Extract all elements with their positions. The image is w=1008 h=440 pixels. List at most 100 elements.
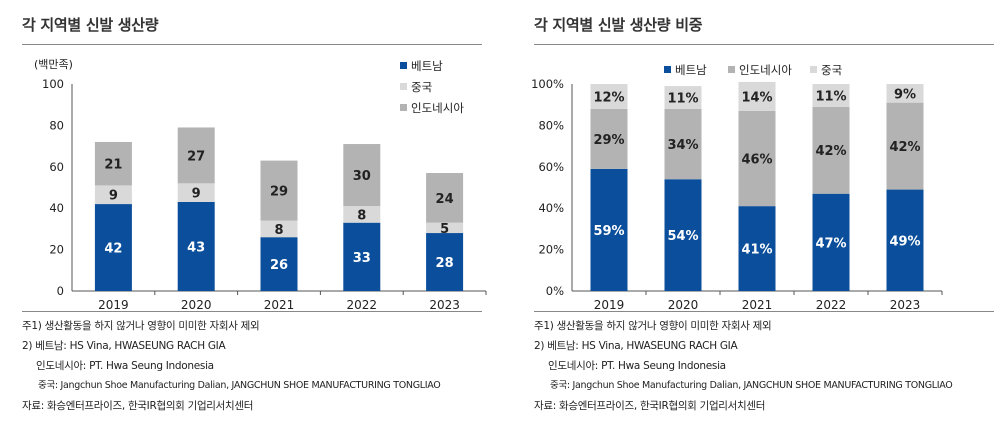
legend-swatch [664,66,671,73]
legend-label: 베트남 [675,63,707,77]
bar-segment [738,206,776,291]
bar-segment [94,141,132,186]
left-bottom-rule [22,311,482,312]
bar-segment [177,201,215,291]
bar-segment [343,222,381,291]
bar-segment [343,144,381,207]
data-label: 27 [187,149,205,164]
data-label: 21 [104,158,122,173]
x-tick-label: 2021 [264,298,295,312]
note-line-4: 중국: Jangchun Shoe Manufacturing Dalian, … [38,380,441,391]
note-line-3: 인도네시아: PT. Hwa Seung Indonesia [548,360,726,372]
data-label: 26 [270,258,288,273]
data-label: 43 [187,240,205,255]
y-tick-label: 20 [49,243,64,257]
data-label: 47% [815,236,846,251]
bar-segment [812,106,850,194]
data-label: 28 [436,256,454,271]
note-line-5: 자료: 화승엔터프라이즈, 한국IR협의회 기업리서치센터 [534,400,766,412]
data-label: 42 [104,242,122,257]
legend-label: 인도네시아 [739,63,792,77]
bar-segment [664,179,702,291]
left-stacked-bar-chart: 0 20 40 60 80 100 42 9 21 2019 43 9 27 2020 26 8 29 2021 3… [34,58,487,312]
data-label: 54% [667,229,698,244]
bar-segment [94,204,132,291]
y-tick-label: 20% [538,243,564,257]
bar-segment [426,173,464,223]
right-chart-panel: 각 지역별 신발 생산량 비중 0% 20% 40% 60% 80% 100% 59% 29%… [512,0,1002,440]
y-tick-label: 80 [49,118,64,132]
data-label: 59% [593,224,624,239]
x-tick-label: 2023 [429,298,460,312]
legend-swatch [810,66,817,73]
x-tick-label: 2019 [594,298,625,312]
note-line-3: 인도네시아: PT. Hwa Seung Indonesia [36,360,214,372]
note-line-2: 2) 베트남: HS Vina, HWASEUNG RACH GIA [534,340,738,352]
bar-segment [590,84,628,109]
bar-segment [738,81,776,111]
data-label: 33 [353,251,371,266]
legend-swatch [400,62,407,69]
bar-segment [886,189,924,291]
bar-segment [590,168,628,291]
right-stacked-percent-chart: 0% 20% 40% 60% 80% 100% 59% 29% 12% 2019 54% 34% 11%… [531,63,943,312]
data-label: 41% [741,243,772,258]
bar-segment [812,84,850,107]
data-label: 14% [741,90,772,105]
x-tick-label: 2019 [98,298,129,312]
note-line-2: 2) 베트남: HS Vina, HWASEUNG RACH GIA [22,340,226,352]
bar-segment [812,193,850,291]
right-notes: 주1) 생산활동을 하지 않거나 영향이 미미한 자회사 제외 2) 베트남: … [534,316,953,416]
bar-segment [426,222,464,234]
data-label: 29% [593,133,624,148]
legend-label: 중국 [821,63,842,77]
bar-segment [94,185,132,205]
bar-segment [664,108,702,180]
y-axis-unit: (백만족) [34,58,73,71]
bar-segment [260,220,298,238]
x-tick-label: 2020 [668,298,699,312]
bar-segment [343,206,381,223]
data-label: 34% [667,138,698,153]
y-tick-label: 0% [546,284,564,298]
data-label: 11% [815,89,846,104]
right-chart-title: 각 지역별 신발 생산량 비중 [534,16,703,34]
left-chart-panel: 각 지역별 신발 생산량 0 20 40 60 80 100 42 9 21 2019 43 9 27 2… [0,0,490,440]
y-tick-label: 0 [57,284,64,298]
data-label: 29 [270,185,288,200]
data-label: 42% [815,144,846,159]
bar-segment [738,110,776,207]
y-tick-label: 80% [538,118,564,132]
note-line-1: 주1) 생산활동을 하지 않거나 영향이 미미한 자회사 제외 [22,320,260,332]
x-tick-label: 2023 [890,298,921,312]
left-chart-title: 각 지역별 신발 생산량 [22,16,159,34]
data-label: 9% [894,87,916,102]
y-tick-label: 40% [538,201,564,215]
legend-label: 인도네시아 [411,101,464,115]
data-label: 11% [667,91,698,106]
bar-segment [664,86,702,109]
data-label: 49% [889,234,920,249]
bar-segment [177,183,215,202]
bar-segment [260,160,298,221]
bar-segment [426,233,464,291]
y-tick-label: 60% [538,160,564,174]
y-tick-label: 60 [49,160,64,174]
legend-label: 베트남 [411,59,443,73]
data-label: 30 [353,169,371,184]
x-tick-label: 2021 [742,298,773,312]
y-tick-label: 40 [49,201,64,215]
note-line-4: 중국: Jangchun Shoe Manufacturing Dalian, … [550,380,953,391]
bar-segment [260,237,298,291]
data-label: 5 [440,222,449,237]
bar-segment [886,84,924,103]
note-line-1: 주1) 생산활동을 하지 않거나 영향이 미미한 자회사 제외 [534,320,772,332]
y-tick-label: 100% [531,77,564,91]
x-tick-label: 2022 [816,298,847,312]
data-label: 9 [192,187,201,202]
legend-swatch [400,83,407,90]
bar-segment [886,102,924,190]
y-tick-label: 100 [42,77,64,91]
left-top-rule [22,44,482,45]
legend-swatch [728,66,735,73]
